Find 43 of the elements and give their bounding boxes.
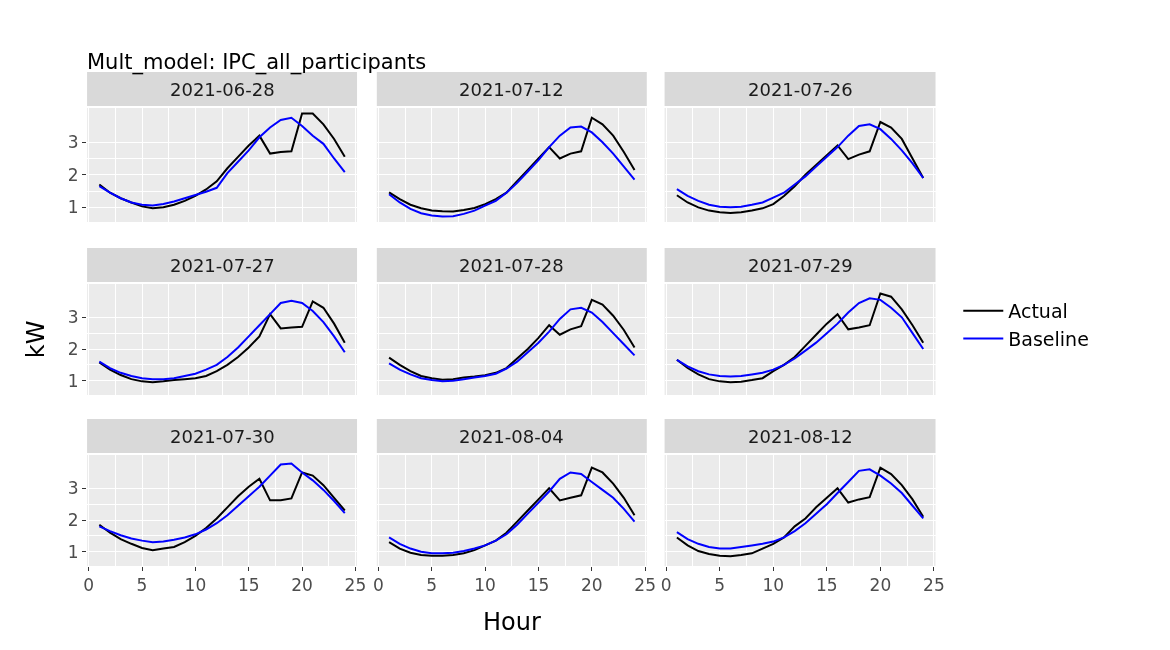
chart-title: 2021-07-26: [748, 79, 853, 100]
x-tick-label: 20: [291, 575, 313, 596]
x-tick-label: 0: [83, 575, 95, 596]
x-tick-label: 15: [237, 575, 260, 596]
x-tick-label: 25: [923, 575, 945, 596]
chart-title: 2021-07-27: [170, 255, 275, 276]
chart-title: 2021-07-29: [748, 255, 853, 276]
x-tick-label: 25: [634, 575, 656, 596]
y-tick-label: 1: [67, 197, 79, 218]
x-tick-label: 10: [184, 575, 207, 596]
x-tick-label: 15: [527, 575, 550, 596]
x-tick-label: 5: [426, 575, 438, 596]
x-tick-label: 5: [714, 575, 726, 596]
line-series: [98, 462, 346, 544]
y-tick-label: 3: [67, 307, 79, 328]
x-axis-title: Hour: [483, 608, 541, 636]
y-tick-label: 3: [67, 478, 79, 499]
y-tick-label: 2: [67, 338, 79, 359]
legend-label: Actual: [1008, 300, 1068, 323]
x-tick-label: 5: [136, 575, 148, 596]
y-tick-label: 1: [67, 541, 79, 562]
chart-title: 2021-07-30: [170, 426, 275, 447]
chart-title: 2021-07-28: [459, 255, 564, 276]
x-tick-label: 0: [660, 575, 672, 596]
x-tick-label: 25: [344, 575, 367, 596]
y-axis-title: kW: [22, 320, 51, 359]
y-tick-label: 2: [67, 164, 79, 185]
x-tick-label: 10: [474, 575, 496, 596]
x-tick-label: 0: [373, 575, 384, 596]
chart-title: 2021-08-12: [748, 426, 853, 447]
y-tick-label: 1: [67, 370, 79, 391]
x-tick-label: 20: [869, 575, 892, 596]
x-tick-label: 20: [581, 575, 603, 596]
x-tick-label: 15: [816, 575, 838, 596]
line-series: [98, 471, 346, 552]
x-tick-label: 10: [762, 575, 785, 596]
chart-title: 2021-07-12: [459, 79, 564, 100]
legend-label: Baseline: [1008, 327, 1089, 350]
y-tick-label: 3: [67, 132, 79, 153]
text: Mult_model: IPC_all_participants: [87, 50, 427, 75]
chart-title: 2021-08-04: [459, 426, 564, 447]
chart-title: 2021-06-28: [170, 79, 275, 100]
y-tick-label: 2: [67, 509, 79, 530]
